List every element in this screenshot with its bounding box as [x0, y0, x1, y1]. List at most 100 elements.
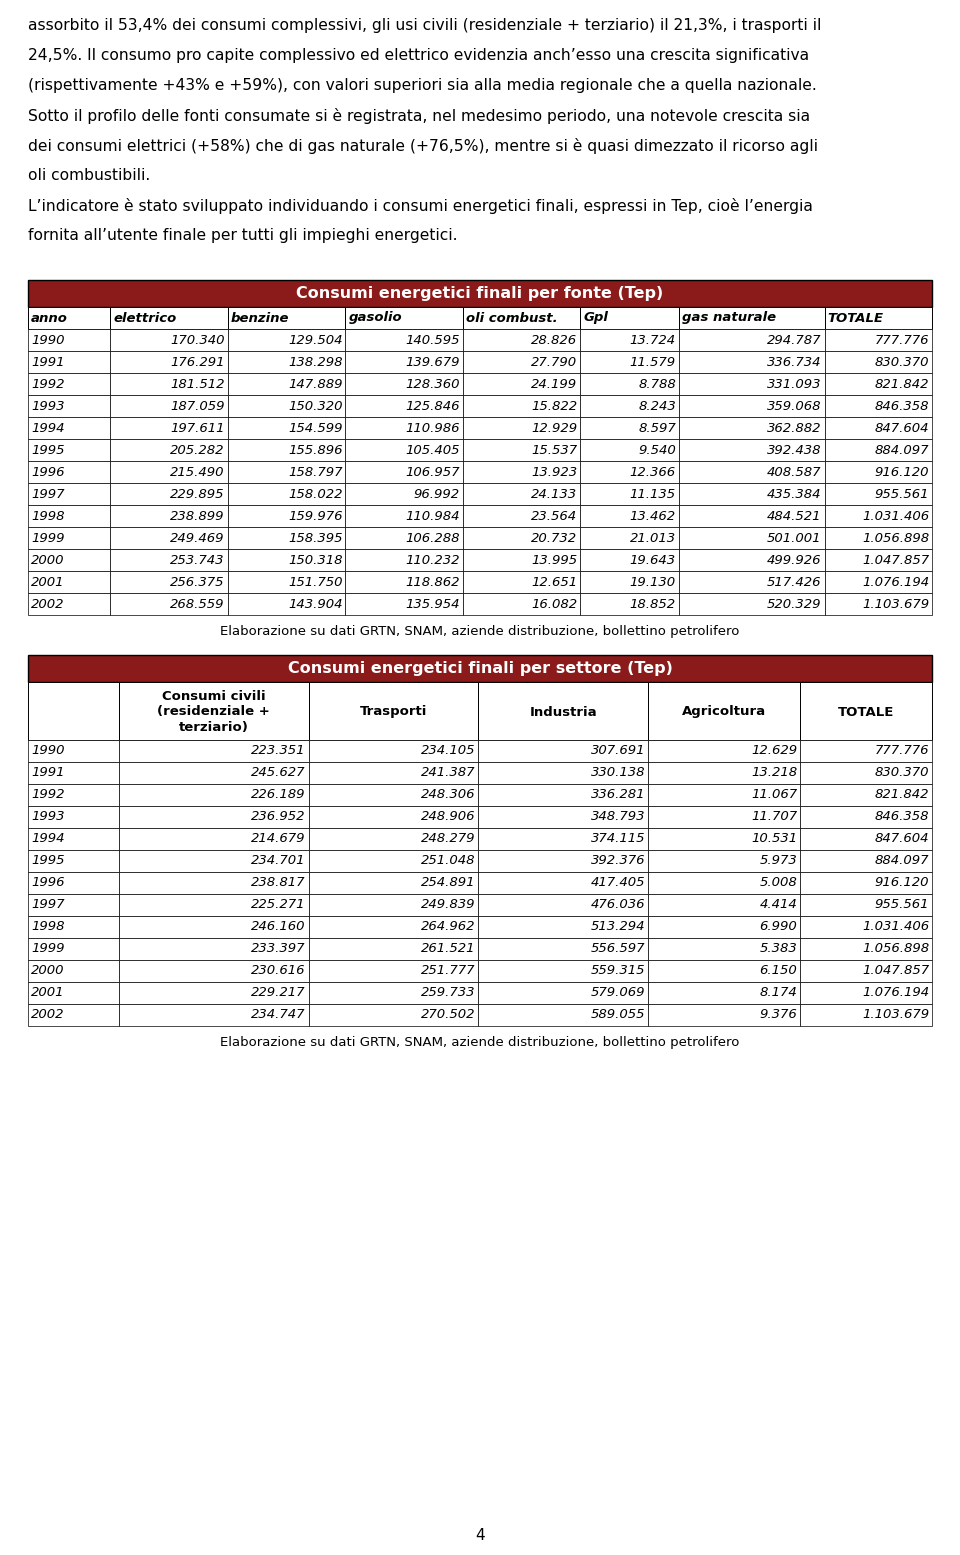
Bar — [463, 571, 581, 592]
Text: 155.896: 155.896 — [288, 443, 343, 457]
Bar — [581, 351, 679, 373]
Bar — [28, 683, 118, 740]
Bar — [801, 916, 932, 938]
Bar — [346, 330, 463, 351]
Text: 916.120: 916.120 — [875, 877, 929, 889]
Text: 12.366: 12.366 — [630, 465, 676, 479]
Text: 158.395: 158.395 — [288, 532, 343, 544]
Bar — [679, 373, 825, 395]
Bar — [28, 938, 118, 959]
Bar — [801, 1005, 932, 1026]
Bar — [825, 373, 932, 395]
Text: 830.370: 830.370 — [875, 767, 929, 779]
Bar — [679, 417, 825, 439]
Bar — [346, 306, 463, 330]
Text: 484.521: 484.521 — [767, 510, 822, 522]
Bar — [478, 916, 648, 938]
Text: 259.733: 259.733 — [420, 986, 475, 1000]
Text: 159.976: 159.976 — [288, 510, 343, 522]
Text: Elaborazione su dati GRTN, SNAM, aziende distribuzione, bollettino petrolifero: Elaborazione su dati GRTN, SNAM, aziende… — [220, 1036, 740, 1050]
Bar — [309, 784, 478, 805]
Bar — [309, 894, 478, 916]
Text: 129.504: 129.504 — [288, 333, 343, 347]
Text: 559.315: 559.315 — [590, 964, 645, 978]
Text: 955.561: 955.561 — [875, 488, 929, 501]
Text: 248.279: 248.279 — [420, 832, 475, 846]
Text: 336.734: 336.734 — [767, 356, 822, 369]
Bar — [118, 959, 309, 983]
Bar — [648, 872, 801, 894]
Text: 1993: 1993 — [31, 400, 64, 412]
Text: 234.701: 234.701 — [252, 855, 306, 868]
Text: 253.743: 253.743 — [170, 554, 225, 566]
Bar — [309, 827, 478, 851]
Bar — [478, 851, 648, 872]
Bar — [825, 484, 932, 505]
Bar — [679, 439, 825, 460]
Text: 777.776: 777.776 — [875, 333, 929, 347]
Text: Elaborazione su dati GRTN, SNAM, aziende distribuzione, bollettino petrolifero: Elaborazione su dati GRTN, SNAM, aziende… — [220, 625, 740, 638]
Text: 2002: 2002 — [31, 597, 64, 611]
Text: 205.282: 205.282 — [170, 443, 225, 457]
Text: 1993: 1993 — [31, 810, 64, 824]
Bar — [648, 762, 801, 784]
Text: 847.604: 847.604 — [875, 421, 929, 434]
Bar — [28, 784, 118, 805]
Text: 110.986: 110.986 — [405, 421, 460, 434]
Text: 777.776: 777.776 — [875, 745, 929, 757]
Bar — [110, 373, 228, 395]
Bar — [679, 484, 825, 505]
Bar — [679, 505, 825, 527]
Bar — [228, 484, 346, 505]
Text: 233.397: 233.397 — [252, 942, 306, 955]
Text: 225.271: 225.271 — [252, 899, 306, 911]
Text: 13.218: 13.218 — [752, 767, 798, 779]
Bar — [478, 762, 648, 784]
Text: 1999: 1999 — [31, 942, 64, 955]
Text: fornita all’utente finale per tutti gli impieghi energetici.: fornita all’utente finale per tutti gli … — [28, 229, 458, 243]
Bar — [478, 983, 648, 1005]
Text: 5.008: 5.008 — [759, 877, 798, 889]
Bar — [463, 373, 581, 395]
Text: 105.405: 105.405 — [405, 443, 460, 457]
Bar — [28, 549, 110, 571]
Text: 1998: 1998 — [31, 510, 64, 522]
Text: 15.537: 15.537 — [531, 443, 578, 457]
Text: 151.750: 151.750 — [288, 575, 343, 588]
Text: 197.611: 197.611 — [170, 421, 225, 434]
Bar — [463, 460, 581, 484]
Text: 154.599: 154.599 — [288, 421, 343, 434]
Bar — [463, 395, 581, 417]
Bar — [28, 762, 118, 784]
Text: 138.298: 138.298 — [288, 356, 343, 369]
Text: 846.358: 846.358 — [875, 810, 929, 824]
Bar — [28, 872, 118, 894]
Text: 24.133: 24.133 — [531, 488, 578, 501]
Text: 125.846: 125.846 — [405, 400, 460, 412]
Text: 268.559: 268.559 — [170, 597, 225, 611]
Bar — [581, 505, 679, 527]
Text: TOTALE: TOTALE — [838, 706, 895, 718]
Text: 241.387: 241.387 — [420, 767, 475, 779]
Bar — [28, 395, 110, 417]
Bar — [825, 395, 932, 417]
Bar — [110, 351, 228, 373]
Bar — [118, 851, 309, 872]
Text: 1996: 1996 — [31, 877, 64, 889]
Bar — [228, 306, 346, 330]
Bar — [28, 1005, 118, 1026]
Text: 499.926: 499.926 — [767, 554, 822, 566]
Text: 230.616: 230.616 — [252, 964, 306, 978]
Text: 1995: 1995 — [31, 443, 64, 457]
Text: 1996: 1996 — [31, 465, 64, 479]
Bar — [110, 484, 228, 505]
Bar — [581, 306, 679, 330]
Bar — [28, 306, 110, 330]
Bar — [648, 959, 801, 983]
Text: 176.291: 176.291 — [170, 356, 225, 369]
Text: 229.895: 229.895 — [170, 488, 225, 501]
Bar — [463, 417, 581, 439]
Bar — [28, 460, 110, 484]
Text: 336.281: 336.281 — [590, 788, 645, 801]
Bar — [309, 805, 478, 827]
